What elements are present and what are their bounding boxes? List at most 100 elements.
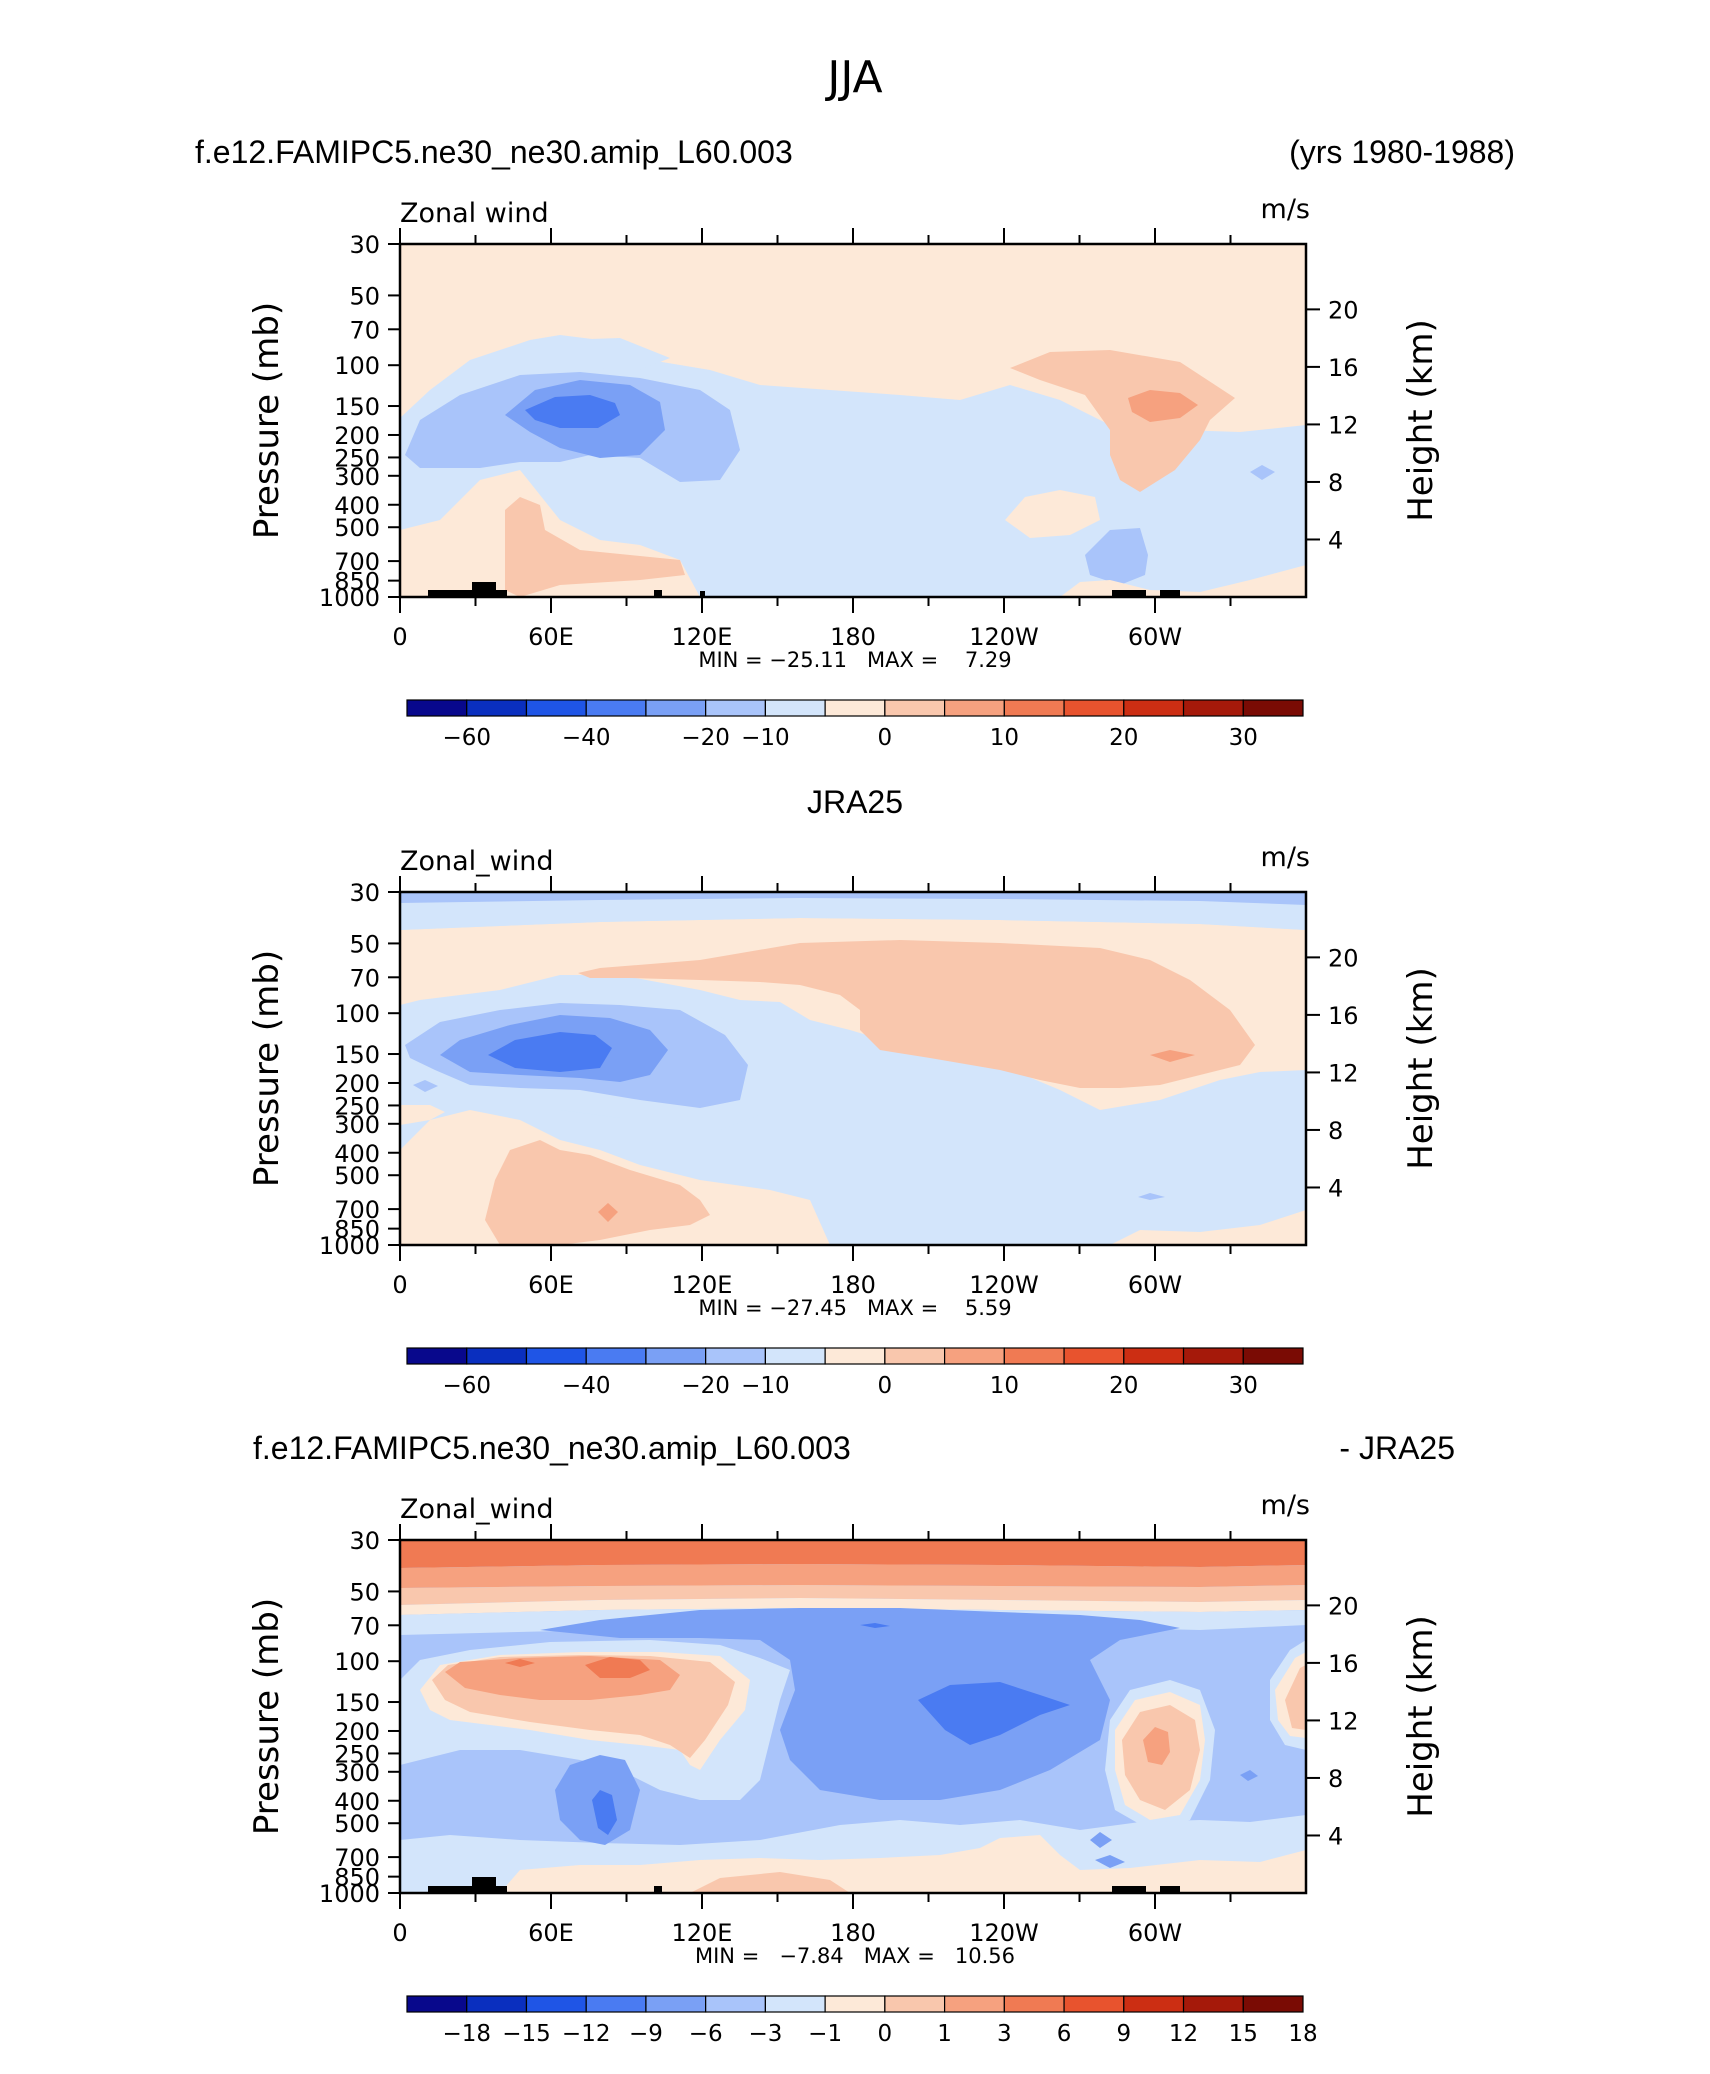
colorbar-swatch [1003, 1995, 1065, 2013]
lon-tick-label: 0 [392, 623, 407, 651]
colorbar-label: 20 [1109, 725, 1138, 751]
panel2-blue-fleck [1138, 1193, 1165, 1200]
height-tick-label: 4 [1328, 1822, 1343, 1850]
height-tick-label: 8 [1328, 1117, 1343, 1145]
panel1-salmon-upper [1010, 350, 1235, 492]
panel2-lower-cream-left [400, 1105, 445, 1125]
panel3-units-label: m/s [1261, 1490, 1310, 1521]
colorbar-label: 0 [878, 725, 893, 751]
lon-tick-label: 120W [969, 623, 1039, 651]
colorbar-label: 10 [990, 1373, 1019, 1399]
height-tick-label: 4 [1328, 1174, 1343, 1202]
colorbar-swatch [1003, 1347, 1065, 1365]
height-tick-label: 16 [1328, 1650, 1359, 1678]
panel1-min-max: MIN = −25.11 MAX = 7.29 [698, 648, 1011, 672]
pressure-tick-label: 150 [334, 1041, 380, 1069]
colorbar-swatch [525, 699, 587, 717]
panel1-left-title: f.e12.FAMIPC5.ne30_ne30.amip_L60.003 [195, 134, 793, 170]
colorbar-swatch [943, 1995, 1005, 2013]
colorbar-swatch [1182, 699, 1244, 717]
colorbar-swatch [585, 1995, 647, 2013]
colorbar-swatch [1242, 1995, 1304, 2013]
panel3-top-red [400, 1540, 1306, 1568]
pressure-tick-label: 400 [334, 1140, 380, 1168]
colorbar-swatch [1003, 699, 1065, 717]
colorbar-swatch [824, 1995, 886, 2013]
colorbar-swatch [585, 1347, 647, 1365]
colorbar-swatch [406, 699, 468, 717]
panel1-blue-cap [540, 338, 670, 370]
pressure-tick-label: 200 [334, 1718, 380, 1746]
colorbar-label: 1 [937, 2021, 952, 2047]
colorbar-swatch [466, 1347, 528, 1365]
colorbar-label: 30 [1229, 725, 1258, 751]
panel2-orange-blob [1150, 1050, 1195, 1062]
height-tick-label: 12 [1328, 411, 1359, 439]
colorbar-swatch [705, 1995, 767, 2013]
colorbar-swatch [1123, 699, 1185, 717]
pressure-tick-label: 1000 [319, 1232, 380, 1260]
colorbar-swatch [824, 1347, 886, 1365]
lon-tick-label: 60E [528, 1919, 574, 1947]
colorbar-label: −18 [442, 2021, 491, 2047]
colorbar-swatch [764, 1995, 826, 2013]
colorbar-swatch [406, 1347, 468, 1365]
panel3-topography [428, 1877, 1180, 1893]
colorbar-swatch [525, 1347, 587, 1365]
pressure-tick-label: 200 [334, 1070, 380, 1098]
pressure-tick-label: 700 [334, 548, 380, 576]
panel1-orange-core [1128, 390, 1198, 422]
pressure-tick-label: 30 [349, 879, 380, 907]
colorbar-label: 12 [1169, 2021, 1198, 2047]
height-tick-label: 8 [1328, 1765, 1343, 1793]
colorbar-label: −20 [681, 725, 730, 751]
pressure-tick-label: 850 [334, 1216, 380, 1244]
pressure-tick-label: 100 [334, 352, 380, 380]
colorbar-swatch [645, 1995, 707, 2013]
lon-tick-label: 180 [830, 1919, 876, 1947]
panel1-cream-lower [1060, 565, 1306, 597]
colorbar-label: −9 [629, 2021, 663, 2047]
panel2-center-title: JRA25 [807, 784, 903, 820]
pressure-tick-label: 30 [349, 231, 380, 259]
height-tick-label: 4 [1328, 526, 1343, 554]
pressure-tick-label: 850 [334, 1864, 380, 1892]
panel2-upper-salmon [578, 940, 1255, 1088]
y-axis-title-pressure: Pressure (mb) [247, 950, 287, 1187]
panel3-right-title: - JRA25 [1339, 1430, 1455, 1466]
colorbar-swatch [1063, 699, 1125, 717]
panel1-blue-core [525, 395, 620, 428]
height-tick-label: 20 [1328, 296, 1359, 324]
colorbar-label: 6 [1057, 2021, 1072, 2047]
lon-tick-label: 0 [392, 1919, 407, 1947]
colorbar-swatch [764, 699, 826, 717]
panel2-min-max: MIN = −27.45 MAX = 5.59 [698, 1296, 1011, 1320]
pressure-tick-label: 30 [349, 1527, 380, 1555]
colorbar-label: −60 [442, 1373, 491, 1399]
colorbar-label: −1 [808, 2021, 842, 2047]
colorbar-swatch [884, 1347, 946, 1365]
pressure-tick-label: 70 [349, 964, 380, 992]
colorbar-swatch [466, 1995, 528, 2013]
colorbar-label: 9 [1116, 2021, 1131, 2047]
panel2-bottom-right-cream [1110, 1210, 1306, 1245]
colorbar-label: −10 [741, 725, 790, 751]
panel2-units-label: m/s [1261, 842, 1310, 873]
pressure-tick-label: 250 [334, 1092, 380, 1120]
colorbar-swatch [525, 1995, 587, 2013]
pressure-tick-label: 300 [334, 1111, 380, 1139]
colorbar-swatch [1182, 1995, 1244, 2013]
pressure-tick-label: 250 [334, 1740, 380, 1768]
panel1-blue-dot [1250, 465, 1275, 480]
colorbar-label: 18 [1288, 2021, 1317, 2047]
pressure-tick-label: 100 [334, 1648, 380, 1676]
lon-tick-label: 60W [1128, 1271, 1182, 1299]
panel3-fleck-blue2 [1095, 1855, 1125, 1868]
pressure-tick-label: 300 [334, 463, 380, 491]
lon-tick-label: 180 [830, 623, 876, 651]
colorbar-label: 3 [997, 2021, 1012, 2047]
pressure-tick-label: 150 [334, 393, 380, 421]
panel1-topography [428, 582, 1180, 597]
panel2-field [400, 892, 1306, 1245]
